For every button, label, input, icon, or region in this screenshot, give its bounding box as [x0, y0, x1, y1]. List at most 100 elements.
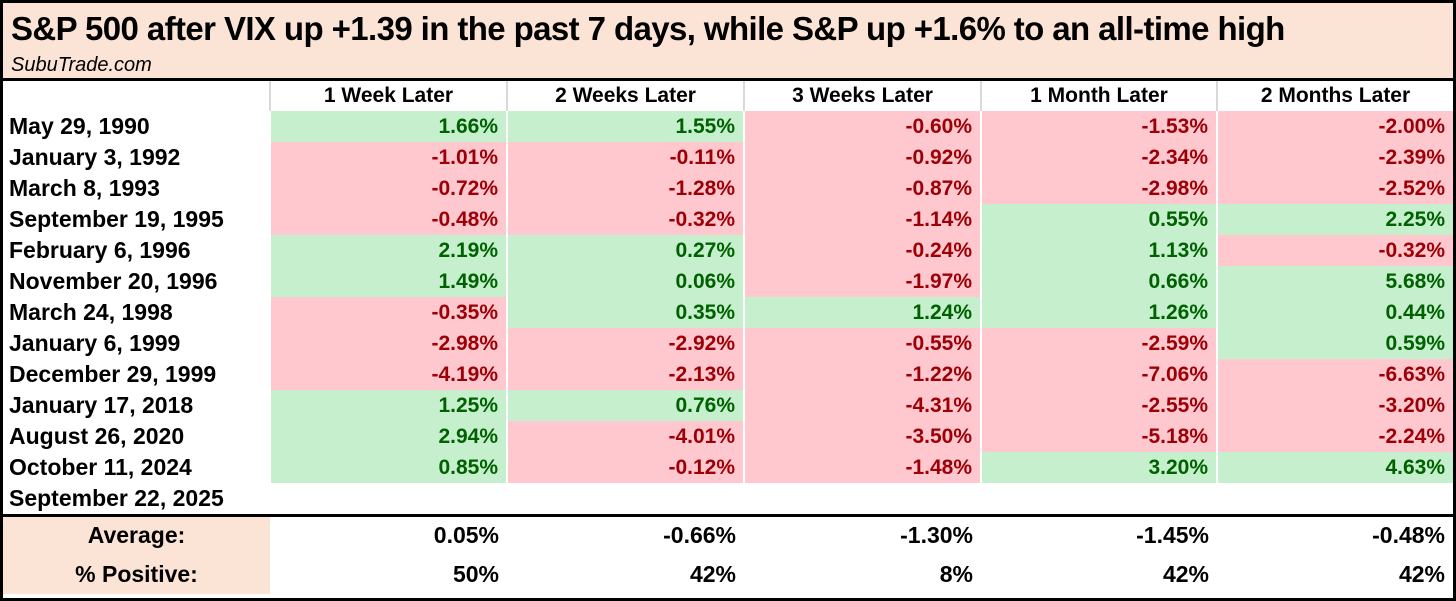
date-cell: September 19, 1995 — [3, 204, 270, 235]
value-cell: -0.24% — [743, 235, 981, 266]
date-cell: January 17, 2018 — [3, 390, 270, 421]
value-cell — [1216, 483, 1453, 516]
table-row: January 17, 2018 1.25% 0.76% -4.31% -2.55% -3… — [3, 390, 1453, 421]
value-cell: 0.76% — [506, 390, 744, 421]
value-cell: -0.35% — [269, 297, 507, 328]
date-cell: November 20, 1996 — [3, 266, 270, 297]
percent-positive-row: % Positive: 50% 42% 8% 42% 42% — [3, 554, 1453, 594]
value-cell: -1.22% — [743, 359, 981, 390]
value-cell: 1.25% — [269, 390, 507, 421]
value-cell: 1.26% — [980, 297, 1217, 328]
value-cell: -3.50% — [743, 421, 981, 452]
value-cell: -2.92% — [506, 328, 744, 359]
value-cell: -1.53% — [980, 111, 1217, 142]
date-cell: March 24, 1998 — [3, 297, 270, 328]
average-value: -0.66% — [507, 514, 744, 555]
value-cell: 0.59% — [1216, 328, 1453, 359]
average-label: Average: — [3, 514, 270, 555]
date-cell: September 22, 2025 — [3, 483, 270, 516]
performance-table: 1 Week Later 2 Weeks Later 3 Weeks Later… — [3, 81, 1453, 594]
column-header-3-weeks: 3 Weeks Later — [743, 81, 981, 111]
value-cell: -2.39% — [1216, 142, 1453, 173]
value-cell: 0.06% — [506, 266, 744, 297]
source-label: SubuTrade.com — [11, 54, 152, 76]
date-cell: January 3, 1992 — [3, 142, 270, 173]
table-row: February 6, 1996 2.19% 0.27% -0.24% 1.13% -0.… — [3, 235, 1453, 266]
date-cell: October 11, 2024 — [3, 452, 270, 483]
average-value: 0.05% — [270, 514, 507, 555]
value-cell — [506, 483, 744, 516]
value-cell: -2.13% — [506, 359, 744, 390]
value-cell: 0.55% — [980, 204, 1217, 235]
value-cell: 2.94% — [269, 421, 507, 452]
value-cell: 4.63% — [1216, 452, 1453, 483]
date-cell: March 8, 1993 — [3, 173, 270, 204]
value-cell: -1.48% — [743, 452, 981, 483]
value-cell: -2.59% — [980, 328, 1217, 359]
percent-positive-value: 42% — [1217, 554, 1453, 594]
value-cell: 5.68% — [1216, 266, 1453, 297]
column-header-1-week: 1 Week Later — [269, 81, 507, 111]
table-row: October 11, 2024 0.85% -0.12% -1.48% 3.20% 4.… — [3, 452, 1453, 483]
table-row: March 24, 1998 -0.35% 0.35% 1.24% 1.26% 0.44% — [3, 297, 1453, 328]
value-cell: 2.19% — [269, 235, 507, 266]
table-row: May 29, 1990 1.66% 1.55% -0.60% -1.53% -2.00% — [3, 111, 1453, 142]
value-cell: -0.48% — [269, 204, 507, 235]
value-cell: 0.66% — [980, 266, 1217, 297]
value-cell: 0.85% — [269, 452, 507, 483]
value-cell: -2.98% — [980, 173, 1217, 204]
value-cell: -2.00% — [1216, 111, 1453, 142]
percent-positive-value: 50% — [270, 554, 507, 594]
value-cell: 0.27% — [506, 235, 744, 266]
average-value: -0.48% — [1217, 514, 1453, 555]
value-cell: -5.18% — [980, 421, 1217, 452]
value-cell: 1.55% — [506, 111, 744, 142]
date-cell: August 26, 2020 — [3, 421, 270, 452]
table-body: May 29, 1990 1.66% 1.55% -0.60% -1.53% -2.00%… — [3, 111, 1453, 516]
date-cell: January 6, 1999 — [3, 328, 270, 359]
column-header-1-month: 1 Month Later — [980, 81, 1217, 111]
value-cell: -1.28% — [506, 173, 744, 204]
value-cell: -4.19% — [269, 359, 507, 390]
value-cell: -4.31% — [743, 390, 981, 421]
value-cell: -0.11% — [506, 142, 744, 173]
value-cell: 1.49% — [269, 266, 507, 297]
value-cell: -1.97% — [743, 266, 981, 297]
value-cell: -6.63% — [1216, 359, 1453, 390]
date-column-header — [3, 81, 270, 111]
table-summary: Average: 0.05% -0.66% -1.30% -1.45% -0.4… — [3, 514, 1453, 594]
value-cell: 1.24% — [743, 297, 981, 328]
value-cell: -2.52% — [1216, 173, 1453, 204]
value-cell: 1.66% — [269, 111, 507, 142]
value-cell: -3.20% — [1216, 390, 1453, 421]
table-row: December 29, 1999 -4.19% -2.13% -1.22% -7.06… — [3, 359, 1453, 390]
table-row: January 6, 1999 -2.98% -2.92% -0.55% -2.59% 0… — [3, 328, 1453, 359]
value-cell: -4.01% — [506, 421, 744, 452]
value-cell: -1.14% — [743, 204, 981, 235]
percent-positive-value: 42% — [981, 554, 1217, 594]
value-cell — [980, 483, 1217, 516]
page-title: S&P 500 after VIX up +1.39 in the past 7… — [11, 10, 1285, 47]
value-cell: -0.12% — [506, 452, 744, 483]
percent-positive-value: 42% — [507, 554, 744, 594]
average-value: -1.45% — [981, 514, 1217, 555]
value-cell: -2.24% — [1216, 421, 1453, 452]
value-cell: -2.34% — [980, 142, 1217, 173]
column-header-2-months: 2 Months Later — [1216, 81, 1453, 111]
value-cell: -0.87% — [743, 173, 981, 204]
value-cell: -0.72% — [269, 173, 507, 204]
value-cell: 3.20% — [980, 452, 1217, 483]
table-row: August 26, 2020 2.94% -4.01% -3.50% -5.18% -2… — [3, 421, 1453, 452]
value-cell: -0.32% — [1216, 235, 1453, 266]
value-cell: -0.32% — [506, 204, 744, 235]
date-cell: February 6, 1996 — [3, 235, 270, 266]
average-row: Average: 0.05% -0.66% -1.30% -1.45% -0.4… — [3, 514, 1453, 555]
value-cell: -0.92% — [743, 142, 981, 173]
value-cell: -2.98% — [269, 328, 507, 359]
table-row: January 3, 1992 -1.01% -0.11% -0.92% -2.34% -… — [3, 142, 1453, 173]
value-cell: 2.25% — [1216, 204, 1453, 235]
value-cell: 1.13% — [980, 235, 1217, 266]
table-row: September 19, 1995 -0.48% -0.32% -1.14% 0.55… — [3, 204, 1453, 235]
date-cell: May 29, 1990 — [3, 111, 270, 142]
